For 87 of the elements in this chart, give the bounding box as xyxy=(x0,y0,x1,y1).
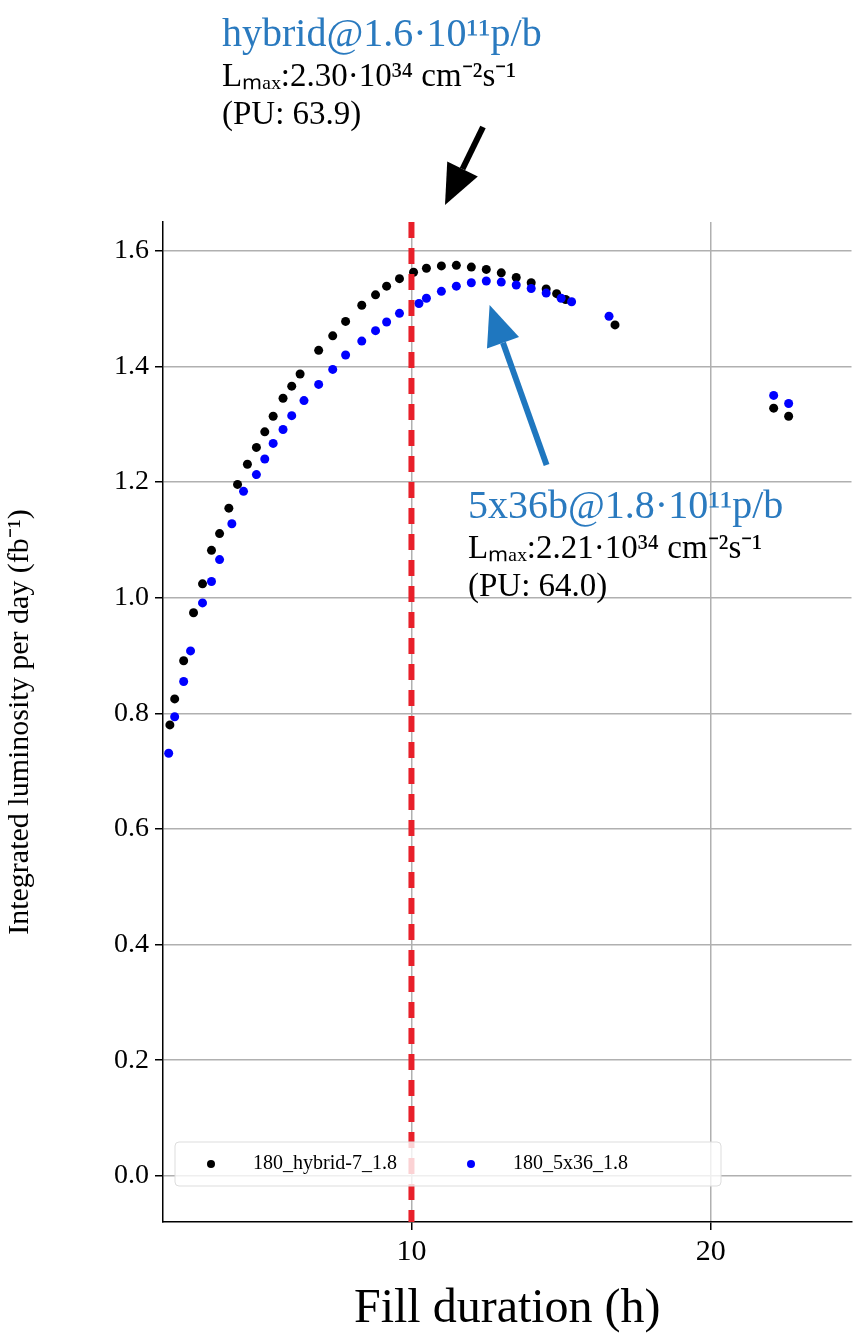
point xyxy=(451,260,461,270)
point xyxy=(421,263,431,273)
point xyxy=(481,264,491,274)
point xyxy=(394,308,404,318)
point xyxy=(341,316,351,326)
point xyxy=(436,286,446,296)
point xyxy=(341,350,351,360)
point xyxy=(198,579,208,589)
point xyxy=(314,345,324,355)
point xyxy=(260,427,270,437)
point xyxy=(278,393,288,403)
point xyxy=(567,297,577,307)
x-tick-label: 20 xyxy=(695,1232,726,1266)
point xyxy=(278,425,288,435)
point xyxy=(436,261,446,271)
point xyxy=(198,598,208,608)
point xyxy=(233,479,243,489)
point xyxy=(604,311,614,321)
point xyxy=(170,694,180,704)
point xyxy=(610,320,620,330)
legend-label: 180_5x36_1.8 xyxy=(513,1151,628,1174)
y-tick-label: 1.0 xyxy=(114,580,149,612)
annotation: 5x36b@1.8·10¹¹p/b Lₘₐₓ:2.21·10³⁴ cm⁻²s⁻¹ (PU: 64.0) xyxy=(468,482,784,604)
point xyxy=(784,411,794,421)
y-tick-label: 1.6 xyxy=(114,233,149,265)
point xyxy=(164,748,174,758)
point xyxy=(251,470,261,480)
point xyxy=(371,290,381,300)
point xyxy=(511,272,521,282)
point xyxy=(481,276,491,286)
point xyxy=(215,529,225,539)
point xyxy=(179,677,189,687)
point xyxy=(227,519,237,529)
point xyxy=(328,331,338,341)
y-tick-label: 0.8 xyxy=(114,695,149,727)
point xyxy=(526,283,536,293)
point xyxy=(451,281,461,291)
x-axis-title: Fill duration (h) xyxy=(353,1278,661,1333)
point xyxy=(394,274,404,284)
y-tick-label: 0.6 xyxy=(114,811,149,843)
point xyxy=(371,326,381,336)
point xyxy=(206,577,216,587)
point xyxy=(769,390,779,400)
point xyxy=(189,608,199,618)
point xyxy=(260,454,270,464)
point xyxy=(382,317,392,327)
point xyxy=(287,411,297,421)
point xyxy=(466,262,476,272)
point xyxy=(511,280,521,290)
point xyxy=(314,379,324,389)
y-tick-label: 0.4 xyxy=(114,926,149,958)
point xyxy=(769,403,779,413)
x-tick-label: 10 xyxy=(396,1232,427,1266)
point xyxy=(496,268,506,278)
point xyxy=(414,299,424,308)
point xyxy=(165,720,175,730)
point xyxy=(541,288,551,298)
point xyxy=(206,545,216,555)
point xyxy=(224,503,234,513)
y-tick-label: 0.2 xyxy=(114,1042,149,1074)
y-tick-label: 1.4 xyxy=(114,348,149,380)
point xyxy=(382,281,392,291)
y-tick-label: 0.0 xyxy=(114,1158,149,1190)
point xyxy=(784,399,794,408)
point xyxy=(287,381,297,391)
point xyxy=(268,438,278,448)
point xyxy=(239,486,249,496)
point xyxy=(357,300,367,310)
point xyxy=(328,364,338,374)
point xyxy=(179,656,189,666)
point xyxy=(299,396,309,406)
legend-label: 180_hybrid-7_1.8 xyxy=(253,1151,397,1175)
point xyxy=(251,442,261,452)
point xyxy=(186,646,196,656)
point xyxy=(466,278,476,288)
y-axis-title: Integrated luminosity per day (fb⁻¹) xyxy=(0,509,35,935)
point xyxy=(295,369,305,379)
point xyxy=(556,293,566,303)
point xyxy=(421,293,431,303)
point xyxy=(215,555,225,565)
point xyxy=(496,277,506,287)
point xyxy=(242,459,252,469)
point xyxy=(170,712,180,722)
point xyxy=(268,411,278,421)
y-tick-label: 1.2 xyxy=(114,464,149,496)
point xyxy=(357,336,367,346)
text: hybrid@1.6·10¹¹p/b Lₘₐₓ:2.30·10³⁴ cm⁻²s⁻¹ (PU: 63.9) xyxy=(222,10,542,132)
